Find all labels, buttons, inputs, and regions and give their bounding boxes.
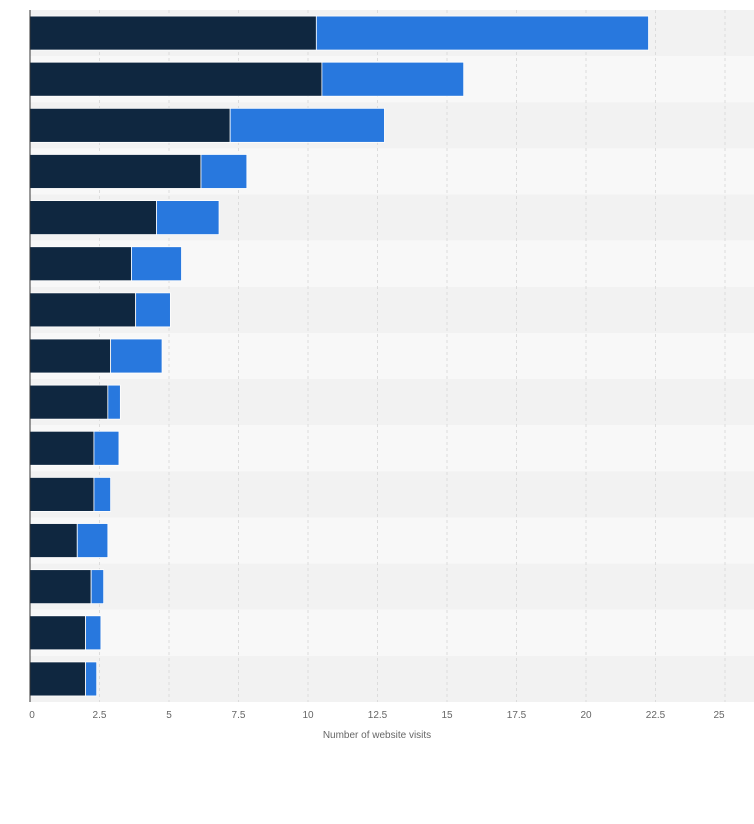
bar-segment — [29, 246, 132, 282]
bar-segment — [29, 200, 157, 236]
bar-segment — [29, 292, 137, 328]
bar-segment — [29, 661, 86, 697]
bar-segment — [131, 246, 182, 282]
x-tick-label: 2.5 — [93, 710, 107, 721]
x-tick-label: 17.5 — [507, 710, 527, 721]
x-tick-label: 20 — [580, 710, 592, 721]
bar-segment — [29, 338, 112, 374]
row-band — [30, 379, 754, 426]
x-tick-label: 12.5 — [368, 710, 388, 721]
bar-segment — [29, 384, 109, 420]
row-band — [30, 609, 754, 656]
x-tick-label: 15 — [441, 710, 453, 721]
bar-segment — [29, 476, 95, 512]
bar-segment — [29, 430, 95, 466]
bar-segment — [29, 615, 86, 651]
bars — [29, 15, 649, 697]
bar-segment — [85, 615, 102, 651]
bar-segment — [29, 107, 231, 143]
row-band — [30, 655, 754, 702]
bar-segment — [107, 384, 121, 420]
x-tick-label: 10 — [302, 710, 314, 721]
bar-segment — [93, 476, 112, 512]
bar-segment — [29, 15, 317, 51]
bar-segment — [29, 154, 202, 189]
x-axis-title: Number of website visits — [323, 730, 431, 741]
bar-segment — [90, 569, 105, 605]
bar-segment — [156, 200, 220, 236]
bar-segment — [229, 107, 385, 143]
bar-segment — [315, 15, 649, 51]
bar-segment — [29, 523, 78, 558]
bar-segment — [135, 292, 171, 328]
x-tick-label: 7.5 — [232, 710, 246, 721]
x-tick-label: 25 — [713, 710, 725, 721]
row-band — [30, 563, 754, 610]
bar-segment — [29, 569, 92, 605]
bar-segment — [76, 523, 109, 558]
x-tick-label: 5 — [166, 710, 172, 721]
bar-segment — [85, 661, 98, 697]
x-tick-label: 22.5 — [646, 710, 666, 721]
x-tick-label: 0 — [29, 710, 35, 721]
bar-segment — [29, 61, 323, 97]
bar-segment — [93, 430, 120, 466]
row-band — [30, 471, 754, 518]
bar-segment — [200, 154, 248, 189]
x-axis: 0 2.5 5 7.5 10 12.5 15 17.5 20 22.5 25 — [29, 10, 725, 721]
row-band — [30, 517, 754, 564]
bar-segment — [321, 61, 465, 97]
bar-segment — [110, 338, 163, 374]
row-band — [30, 425, 754, 472]
